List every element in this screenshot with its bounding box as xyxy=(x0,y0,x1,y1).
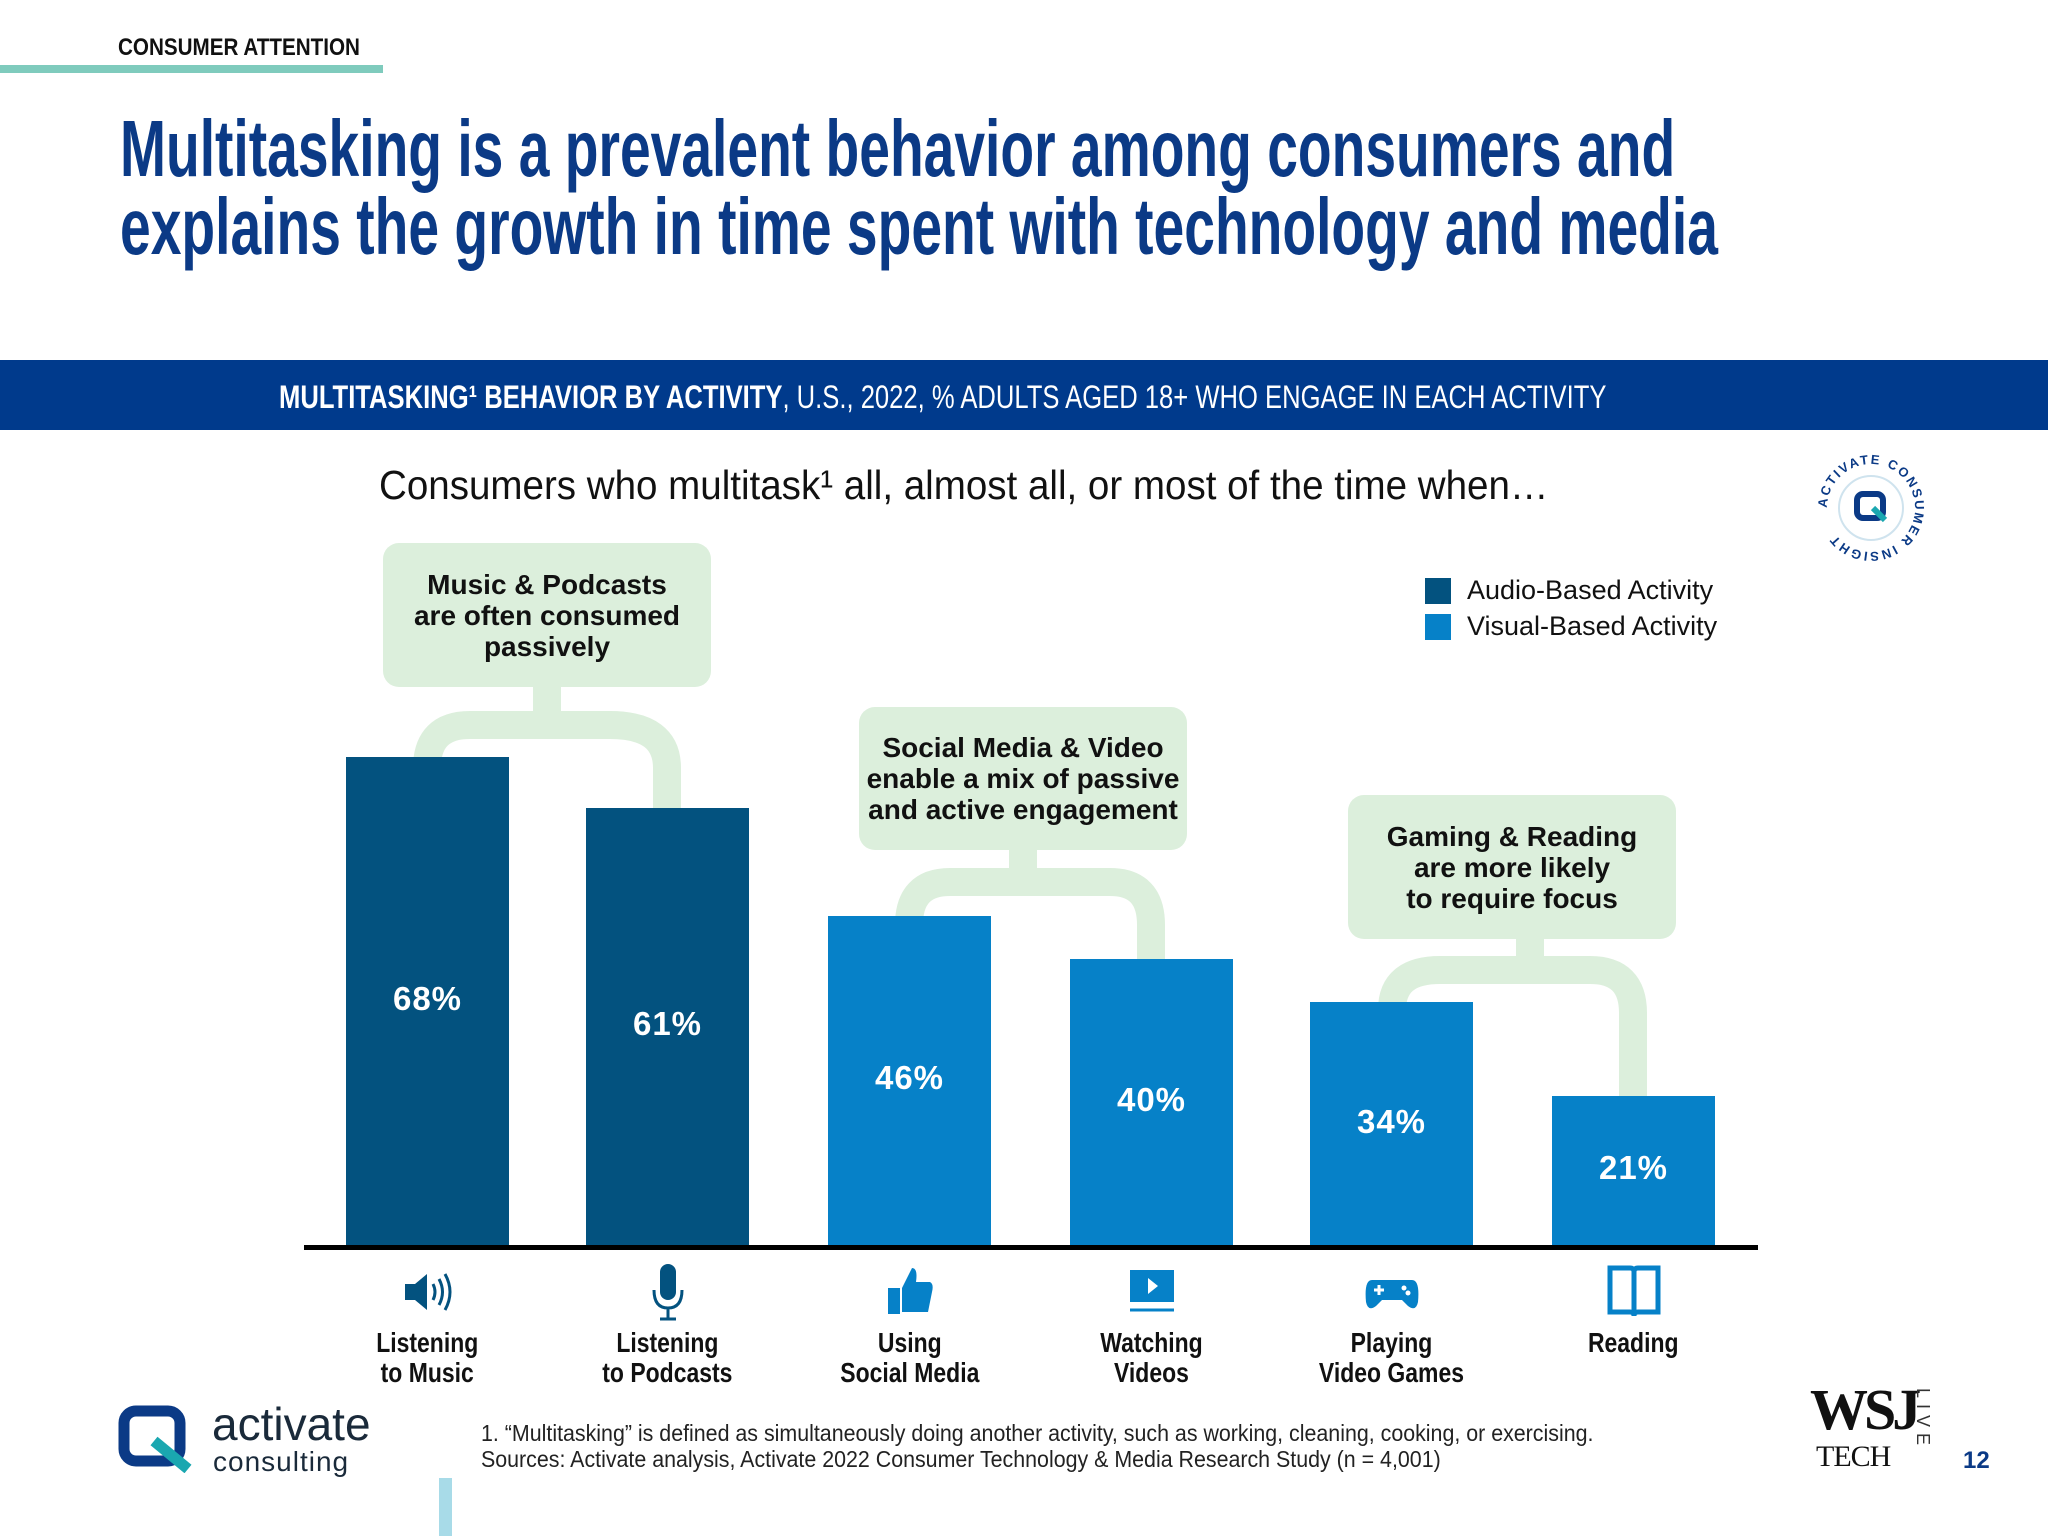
footnote: 1. “Multitasking” is defined as simultan… xyxy=(481,1420,1594,1472)
callout-social-video: Social Media & Video enable a mix of pass… xyxy=(859,707,1187,850)
section-underline xyxy=(0,65,383,73)
bar-4 xyxy=(1070,959,1233,1247)
category-label: Watching Videos xyxy=(1100,1327,1203,1388)
wsj-live-text: LIVE xyxy=(1913,1388,1933,1452)
category-label: Listening to Podcasts xyxy=(602,1327,733,1388)
activate-logo-text: activate xyxy=(212,1398,371,1450)
category-label: Reading xyxy=(1588,1327,1679,1358)
microphone-icon xyxy=(652,1264,684,1321)
callout-music-podcasts: Music & Podcasts are often consumed passiv… xyxy=(383,543,711,687)
bar-value-label: 40% xyxy=(1116,1081,1187,1118)
category-label: Playing Video Games xyxy=(1318,1327,1465,1388)
consumer-insight-badge: ACTIVATE CONSUMER INSIGHT xyxy=(1815,452,1925,564)
bar-6 xyxy=(1552,1095,1715,1247)
category-label: Using Social Media xyxy=(839,1327,980,1388)
video-player-icon xyxy=(1130,1270,1174,1312)
bar-value-label: 46% xyxy=(874,1059,945,1097)
gamepad-icon xyxy=(1365,1280,1419,1309)
activate-logo-sub: consulting xyxy=(213,1446,350,1477)
page-title: Multitasking is a prevalent behavior amo… xyxy=(120,104,1718,271)
bar-3 xyxy=(828,915,991,1247)
bar-value-label: 61% xyxy=(632,1005,703,1043)
chart-subtitle: Consumers who multitask¹ all, almost all… xyxy=(379,462,1549,508)
bar-5 xyxy=(1310,1002,1473,1247)
chart-banner: MULTITASKING¹ BEHAVIOR BY ACTIVITY, U.S.… xyxy=(0,360,2048,430)
category-label: Listening to Music xyxy=(376,1327,479,1388)
activate-logo-mark xyxy=(118,1405,192,1473)
book-icon xyxy=(1607,1265,1661,1317)
legend-visual: Visual-Based Activity xyxy=(1425,611,1717,642)
bar-1 xyxy=(346,757,509,1247)
thumbs-up-icon xyxy=(888,1268,933,1314)
speaker-icon xyxy=(405,1273,452,1311)
bar-value-label: 68% xyxy=(392,980,463,1018)
wsj-logo: WSJ xyxy=(1810,1377,1921,1442)
x-axis-line xyxy=(304,1245,1758,1250)
legend-audio: Audio-Based Activity xyxy=(1425,575,1713,606)
bar-value-label: 21% xyxy=(1598,1149,1669,1187)
bar-value-label: 34% xyxy=(1356,1102,1427,1140)
section-label: CONSUMER ATTENTION xyxy=(118,34,360,61)
callout-gaming-reading: Gaming & Reading are more likely to requir… xyxy=(1348,795,1676,939)
bar-2 xyxy=(586,807,749,1247)
accent-bar xyxy=(439,1478,452,1536)
page-number: 12 xyxy=(1963,1447,1990,1474)
wsj-tech-text: TECH xyxy=(1816,1440,1891,1473)
